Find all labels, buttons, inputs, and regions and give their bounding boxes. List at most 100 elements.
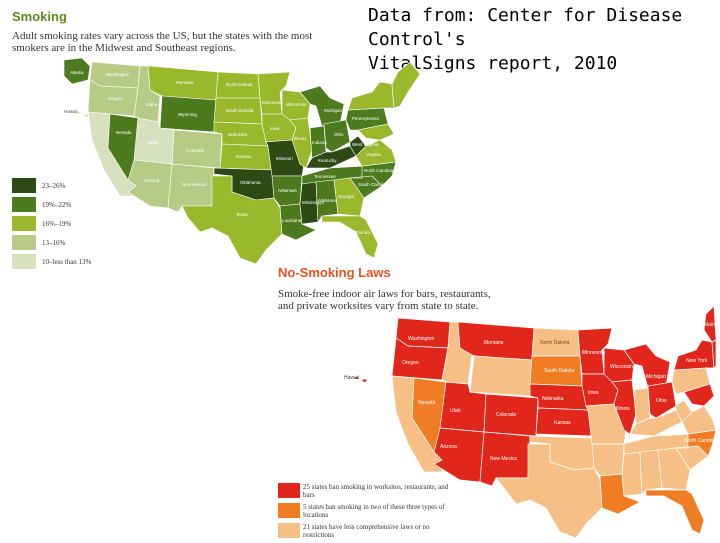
legend-swatch xyxy=(278,523,300,538)
legend-label: 23–26% xyxy=(42,181,66,190)
laws-legend-item: 21 states have less comprehensive laws o… xyxy=(278,523,453,539)
laws-label-north-dakota: North Dakota xyxy=(540,340,570,346)
laws-state-wyoming xyxy=(469,355,533,397)
legend-label: 21 states have less comprehensive laws o… xyxy=(303,523,430,539)
laws-label-new-mexico: New Mexico xyxy=(490,456,517,462)
smoking-state-illinois xyxy=(289,117,313,169)
smoking-label-west-virginia: West Virginia xyxy=(352,142,379,147)
smoking-legend: 23–26% 19%–22% 16%–19% 13–16% 10–less th… xyxy=(12,176,91,271)
legend-label: 5 states ban smoking in two of these thr… xyxy=(303,503,445,519)
smoking-label-wisconsin: Wisconsin xyxy=(286,102,307,107)
laws-label-ohio: Ohio xyxy=(656,398,667,404)
smoking-label-utah: Utah xyxy=(148,140,158,145)
smoking-label-north-dakota: North Dakota xyxy=(226,82,253,87)
laws-label-montana: Montana xyxy=(484,340,504,346)
laws-state-mississippi xyxy=(621,451,643,497)
smoking-label-arkansas: Arkansas xyxy=(278,188,298,193)
laws-label-colorado: Colorado xyxy=(496,412,517,418)
legend-swatch xyxy=(12,254,36,269)
smoking-label-washington: Washington xyxy=(106,72,130,77)
laws-label-arizona: Arizona xyxy=(440,444,457,450)
laws-label-kansas: Kansas xyxy=(554,420,571,426)
smoking-state-virginia xyxy=(355,139,397,167)
laws-state-georgia xyxy=(657,447,691,491)
smoking-label-indiana: Indiana xyxy=(312,140,327,145)
smoking-legend-item: 23–26% xyxy=(12,176,91,195)
smoking-legend-item: 13–16% xyxy=(12,233,91,252)
smoking-subtitle-line1: Adult smoking rates vary across the US, … xyxy=(12,30,313,42)
smoking-label-pennsylvania: Pennsylvania xyxy=(352,116,379,121)
laws-subtitle: Smoke-free indoor air laws for bars, res… xyxy=(278,288,538,312)
laws-state-arizona xyxy=(433,427,485,483)
laws-state-maryland xyxy=(683,383,715,407)
smoking-subtitle: Adult smoking rates vary across the US, … xyxy=(12,30,332,54)
smoking-label-wyoming: Wyoming xyxy=(178,112,197,117)
laws-label-nevada: Nevada xyxy=(418,400,435,406)
legend-label: 19%–22% xyxy=(42,200,72,209)
laws-label-oregon: Oregon xyxy=(402,360,419,366)
smoking-label-illinois: Illinois xyxy=(294,136,307,141)
laws-label-minnesota: Minnesota xyxy=(582,350,605,356)
legend-label: 10–less than 13% xyxy=(42,257,92,266)
laws-state-arkansas xyxy=(591,443,625,477)
laws-legend-item: 5 states ban smoking in two of these thr… xyxy=(278,503,453,519)
smoking-label-florida: Florida xyxy=(356,230,370,235)
smoking-subtitle-line2: smokers are in the Midwest and Southeast… xyxy=(12,42,236,54)
smoking-label-south-dakota: South Dakota xyxy=(226,108,254,113)
smoking-label-nebraska: Nebraska xyxy=(228,132,248,137)
laws-state-illinois xyxy=(611,379,637,435)
laws-label-utah: Utah xyxy=(450,408,461,414)
smoking-state-alabama xyxy=(315,179,339,223)
smoking-state-new-england xyxy=(391,61,421,109)
smoking-label-oregon: Oregon xyxy=(108,96,124,101)
laws-label-hawaii: Hawaii xyxy=(344,375,359,381)
smoking-label-iowa: Iowa xyxy=(270,126,280,131)
laws-legend: 25 states ban smoking in worksites, rest… xyxy=(278,483,453,543)
smoking-label-tennessee: Tennessee xyxy=(314,174,336,179)
smoking-state-kentucky xyxy=(305,145,357,169)
legend-swatch xyxy=(278,503,300,518)
legend-swatch xyxy=(12,197,36,212)
legend-label: 13–16% xyxy=(42,238,66,247)
smoking-label-texas: Texas xyxy=(236,212,249,217)
smoking-state-mississippi xyxy=(299,181,319,225)
laws-legend-item: 25 states ban smoking in worksites, rest… xyxy=(278,483,453,499)
smoking-state-ohio xyxy=(323,119,351,153)
laws-state-ohio xyxy=(647,381,677,419)
laws-title: No-Smoking Laws xyxy=(278,265,391,280)
laws-label-north-carolina: North Carolina xyxy=(684,438,716,444)
smoking-label-kentucky: Kentucky xyxy=(318,158,337,163)
smoking-label-new-mexico: New Mexico xyxy=(182,182,207,187)
smoking-label-georgia: Georgia xyxy=(338,194,355,199)
laws-state-florida xyxy=(645,489,705,535)
laws-state-hawaii xyxy=(354,377,367,382)
laws-state-texas xyxy=(495,443,603,539)
smoking-label-nevada: Nevada xyxy=(116,130,132,135)
smoking-label-alaska: Alaska xyxy=(70,70,84,75)
laws-state-kentucky xyxy=(629,409,683,437)
smoking-label-colorado: Colorado xyxy=(186,148,205,153)
smoking-state-florida xyxy=(321,215,379,259)
smoking-state-minnesota xyxy=(257,71,291,115)
legend-swatch xyxy=(278,483,300,498)
smoking-label-arizona: Arizona xyxy=(144,178,160,183)
smoking-label-minnesota: Minnesota xyxy=(262,100,283,105)
smoking-label-north-carolina: North Carolina xyxy=(364,168,394,173)
laws-state-new-england xyxy=(711,339,717,369)
laws-state-alabama xyxy=(639,449,663,495)
smoking-label-mississippi: Mississippi xyxy=(302,200,324,205)
legend-swatch xyxy=(12,178,36,193)
laws-state-new-york xyxy=(673,339,715,371)
smoking-label-south-carolina: South Carolina xyxy=(358,182,388,187)
smoking-state-alaska xyxy=(63,57,91,85)
laws-label-washington: Washington xyxy=(408,336,434,342)
laws-label-illinois: Illinois xyxy=(616,406,630,412)
laws-state-north-carolina xyxy=(675,429,717,457)
smoking-state-north-carolina xyxy=(349,161,397,187)
laws-label-south-dakota: South Dakota xyxy=(544,368,575,374)
legend-swatch xyxy=(12,235,36,250)
smoking-label-ohio: Ohio xyxy=(334,132,344,137)
smoking-label-montana: Montana xyxy=(176,80,194,85)
laws-state-indiana xyxy=(633,387,651,425)
